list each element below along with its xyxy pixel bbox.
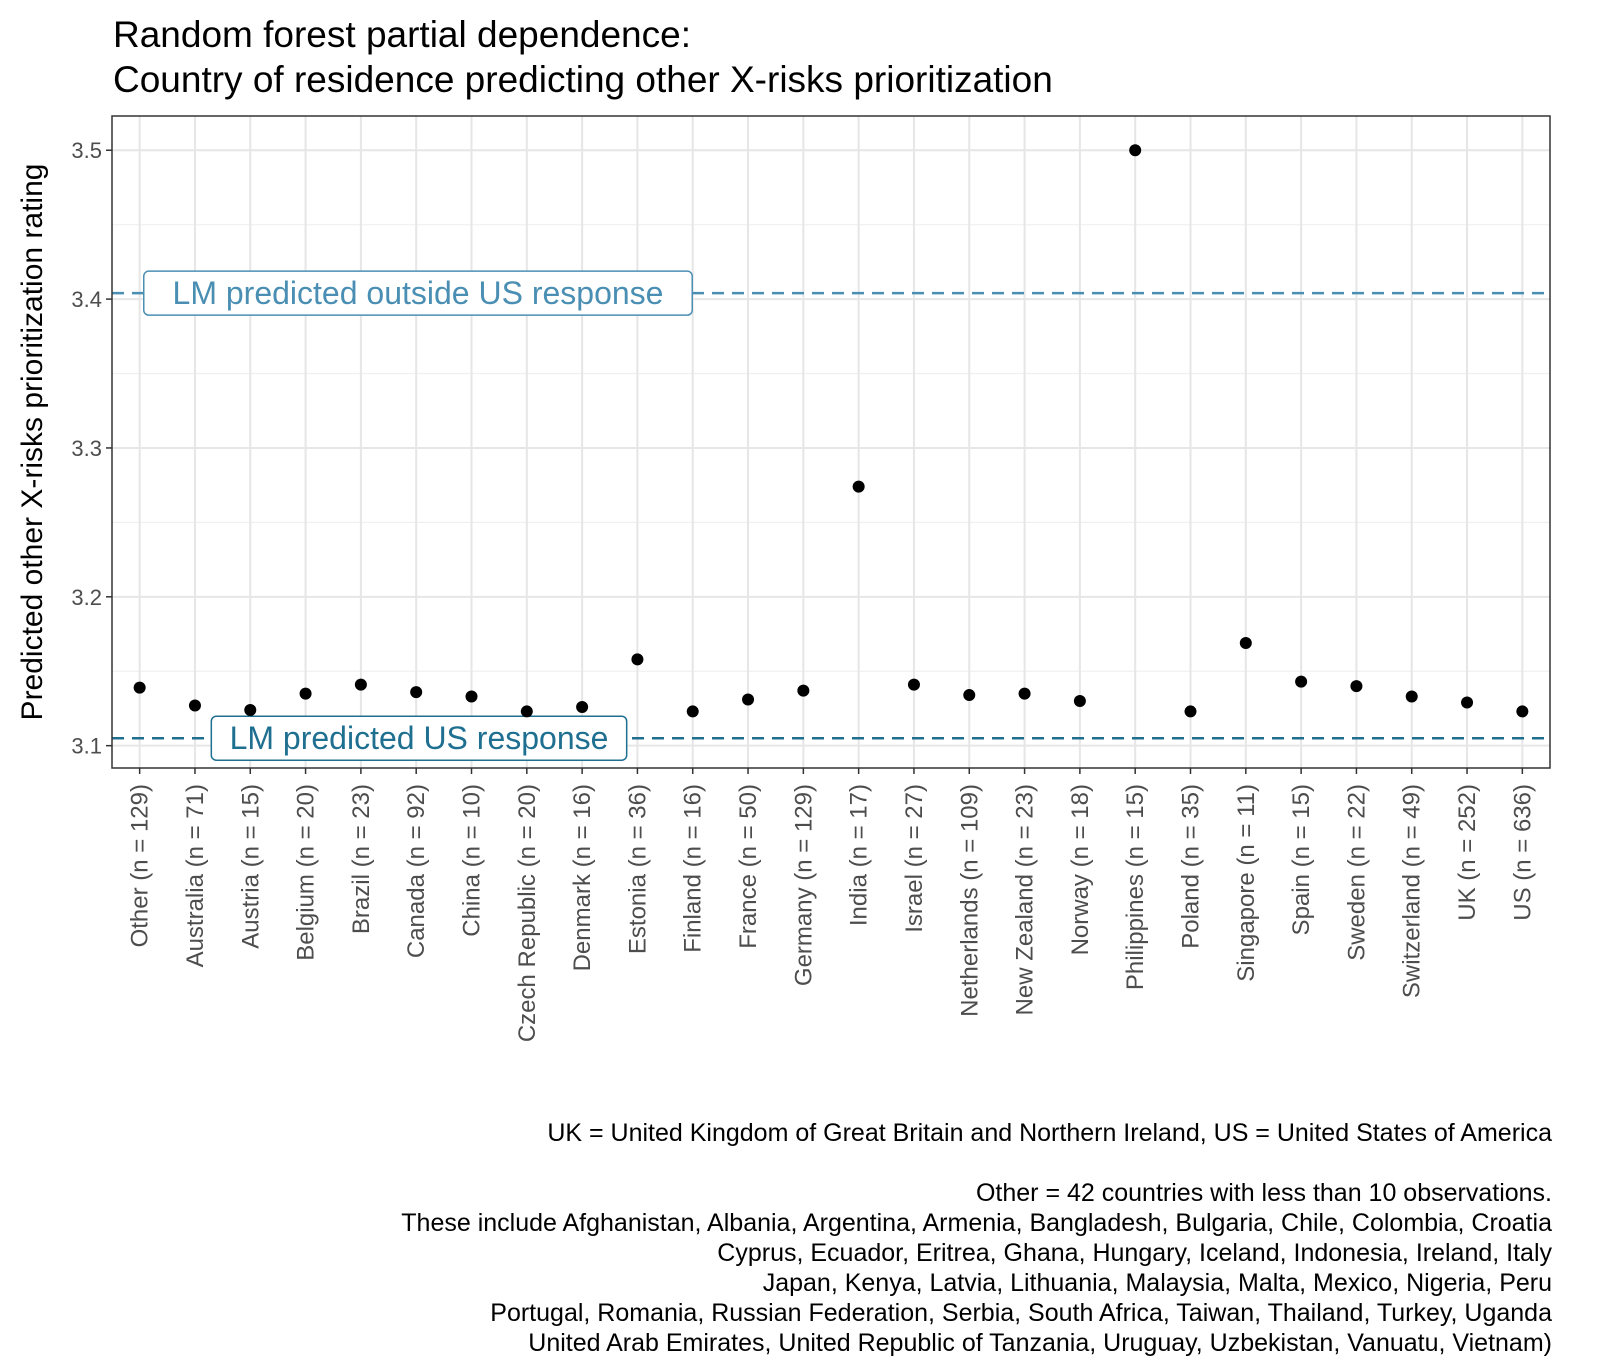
- reference-label-box: [143, 270, 693, 316]
- x-tick-label: India (n = 17): [846, 784, 873, 926]
- caption-line-countries-3: Japan, Kenya, Latvia, Lithuania, Malaysi…: [762, 1269, 1552, 1297]
- plot-panel: [112, 116, 1550, 768]
- x-tick-label: Israel (n = 27): [901, 784, 928, 933]
- y-tick-label: 3.1: [71, 734, 102, 759]
- plot-border: [111, 115, 1551, 769]
- x-tick-label: Singapore (n = 11): [1233, 784, 1260, 982]
- data-point: [1018, 687, 1031, 700]
- data-point: [797, 684, 810, 697]
- reference-label: LM predicted outside US response: [173, 275, 664, 311]
- x-tick-label: Austria (n = 15): [237, 784, 264, 949]
- data-point: [354, 678, 367, 691]
- caption-line-countries-4: Portugal, Romania, Russian Federation, S…: [490, 1299, 1552, 1327]
- data-point: [852, 480, 865, 493]
- x-tick-label: Denmark (n = 16): [569, 784, 596, 971]
- data-point: [465, 690, 478, 703]
- caption-line-abbrev: UK = United Kingdom of Great Britain and…: [547, 1119, 1552, 1147]
- x-tick-label: Sweden (n = 22): [1343, 784, 1370, 961]
- caption-line-countries-5: United Arab Emirates, United Republic of…: [528, 1329, 1552, 1357]
- caption-line-other: Other = 42 countries with less than 10 o…: [975, 1179, 1552, 1207]
- caption-line-countries-2: Cyprus, Ecuador, Eritrea, Ghana, Hungary…: [717, 1239, 1552, 1267]
- x-tick-label: Canada (n = 92): [403, 784, 430, 958]
- data-point: [907, 678, 920, 691]
- x-tick-label: Estonia (n = 36): [624, 784, 651, 954]
- x-tick-label: Spain (n = 15): [1288, 784, 1315, 935]
- data-point: [1129, 144, 1142, 157]
- data-point: [410, 686, 423, 699]
- data-point: [686, 705, 699, 718]
- scatter-chart: LM predicted outside US response LM predi…: [16, 115, 1551, 1042]
- chart-caption: UK = United Kingdom of Great Britain and…: [401, 1118, 1552, 1358]
- y-tick-label: 3.5: [71, 138, 102, 163]
- x-tick-label: Brazil (n = 23): [348, 784, 375, 934]
- data-point: [1295, 675, 1308, 688]
- x-tick-label: Philippines (n = 15): [1122, 784, 1149, 990]
- data-point: [133, 681, 146, 694]
- x-tick-label: New Zealand (n = 23): [1012, 784, 1039, 1015]
- data-point: [299, 687, 312, 700]
- x-tick-label: France (n = 50): [735, 784, 762, 949]
- x-tick-label: Norway (n = 18): [1067, 784, 1094, 955]
- data-point: [244, 703, 257, 716]
- data-point: [631, 653, 644, 666]
- reference-label: LM predicted US response: [230, 720, 609, 756]
- data-point: [1405, 690, 1418, 703]
- chart-title-line-1: Random forest partial dependence:: [113, 14, 691, 55]
- data-point: [1350, 680, 1363, 693]
- data-point: [1184, 705, 1197, 718]
- data-point: [742, 693, 755, 706]
- data-point: [963, 689, 976, 702]
- data-point: [520, 705, 533, 718]
- data-point: [1516, 705, 1529, 718]
- caption-line-countries-1: These include Afghanistan, Albania, Arge…: [401, 1209, 1552, 1237]
- x-tick-label: Australia (n = 71): [182, 784, 209, 967]
- x-tick-label: Netherlands (n = 109): [956, 784, 983, 1017]
- data-point: [1073, 695, 1086, 708]
- y-axis-title: Predicted other X-risks prioritization r…: [16, 164, 49, 721]
- data-point: [188, 699, 201, 712]
- y-tick-label: 3.3: [71, 436, 102, 461]
- data-point: [576, 700, 589, 713]
- data-point: [1461, 696, 1474, 709]
- y-tick-label: 3.4: [71, 287, 102, 312]
- chart-title: Random forest partial dependence: Countr…: [113, 12, 1053, 102]
- y-tick-label: 3.2: [71, 585, 102, 610]
- x-tick-label: Other (n = 129): [127, 784, 154, 947]
- x-tick-label: Finland (n = 16): [680, 784, 707, 953]
- caption-spacer: [401, 1148, 1552, 1178]
- x-tick-label: Belgium (n = 20): [293, 784, 320, 961]
- reference-label-box: [210, 715, 628, 761]
- x-tick-label: Switzerland (n = 49): [1399, 784, 1426, 998]
- x-tick-label: UK (n = 252): [1454, 784, 1481, 921]
- data-point: [1239, 636, 1252, 649]
- x-tick-label: Czech Republic (n = 20): [514, 784, 541, 1042]
- x-tick-label: China (n = 10): [459, 784, 486, 937]
- x-tick-label: Germany (n = 129): [790, 784, 817, 986]
- x-tick-label: Poland (n = 35): [1178, 784, 1205, 949]
- chart-title-line-2: Country of residence predicting other X-…: [113, 59, 1053, 100]
- x-tick-label: US (n = 636): [1509, 784, 1536, 921]
